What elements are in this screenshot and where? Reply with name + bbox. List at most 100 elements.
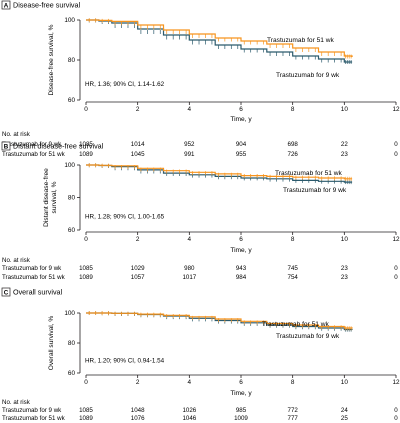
y-axis-label: survival, % — [51, 181, 58, 213]
x-axis-label: Time, y — [230, 390, 252, 397]
risk-row-label: Trastuzumab for 9 wk — [2, 141, 62, 148]
risk-value: 24 — [341, 407, 348, 414]
risk-value: 23 — [341, 151, 348, 158]
x-tick-label: 2 — [136, 106, 140, 113]
y-axis-label-group: Overall survival, % — [48, 316, 55, 371]
censor-marks-51wk — [88, 311, 352, 331]
risk-value: 754 — [288, 274, 299, 281]
y-tick-label: 100 — [64, 17, 75, 24]
risk-value: 1029 — [131, 265, 145, 272]
risk-value: 984 — [236, 274, 247, 281]
series-line-51wk — [86, 312, 353, 329]
risk-value: 772 — [288, 407, 299, 414]
censor-marks-51wk — [88, 163, 352, 181]
panel-letter: B — [4, 143, 9, 150]
risk-value: 1026 — [182, 407, 196, 414]
risk-value: 25 — [341, 415, 348, 422]
x-tick-label: 6 — [239, 236, 243, 243]
panel-title: Disease-free survival — [13, 1, 81, 10]
risk-value: 1089 — [79, 274, 93, 281]
series-label-9wk: Trastuzumab for 9 wk — [283, 187, 347, 194]
x-tick-label: 12 — [392, 106, 400, 113]
risk-value: 1017 — [182, 274, 196, 281]
x-tick-label: 10 — [341, 379, 349, 386]
x-tick-label: 10 — [341, 106, 349, 113]
series-label-51wk: Trastuzumab for 51 wk — [275, 170, 343, 177]
risk-value: 1089 — [79, 151, 93, 158]
y-tick-label: 100 — [64, 162, 75, 169]
series-label-9wk: Trastuzumab for 9 wk — [276, 333, 340, 340]
risk-value: 1048 — [131, 407, 145, 414]
risk-value: 0 — [394, 415, 398, 422]
series-line-51wk — [86, 164, 353, 180]
risk-value: 904 — [236, 141, 247, 148]
panel-letter-box — [1, 141, 11, 151]
y-tick-label: 60 — [68, 97, 76, 104]
x-tick-label: 8 — [291, 106, 295, 113]
series-label-51wk: Trastuzumab for 51 wk — [262, 321, 330, 328]
panel-title: Distant disease-free survival — [13, 142, 104, 151]
y-axis-label-group: Distant disease-free survival, % — [43, 168, 58, 227]
risk-value: 955 — [236, 151, 247, 158]
y-tick-label: 80 — [68, 195, 76, 202]
y-tick-label: 60 — [68, 370, 76, 377]
risk-value: 952 — [184, 141, 195, 148]
risk-value: 0 — [394, 141, 398, 148]
risk-value: 0 — [394, 407, 398, 414]
risk-row-label: Trastuzumab for 51 wk — [2, 151, 66, 158]
panel-b: B Distant disease-free survival6080100Dis… — [1, 141, 400, 281]
y-tick-label: 80 — [68, 340, 76, 347]
x-tick-label: 12 — [392, 379, 400, 386]
risk-value: 777 — [288, 415, 299, 422]
y-tick-label: 100 — [64, 310, 75, 317]
risk-value: 745 — [288, 265, 299, 272]
risk-value: 23 — [341, 274, 348, 281]
panel-letter-box — [1, 0, 11, 10]
risk-value: 1076 — [131, 415, 145, 422]
x-tick-label: 8 — [291, 236, 295, 243]
risk-value: 943 — [236, 265, 247, 272]
y-tick-label: 80 — [68, 57, 76, 64]
y-axis-label-group: Disease-free survival, % — [48, 24, 55, 95]
risk-value: 991 — [184, 151, 195, 158]
x-tick-label: 2 — [136, 379, 140, 386]
hazard-ratio-annotation: HR, 1.36; 90% CI, 1.14-1.62 — [85, 81, 165, 88]
series-line-9wk — [86, 164, 353, 183]
series-label-51wk: Trastuzumab for 51 wk — [267, 37, 335, 44]
risk-value: 726 — [288, 151, 299, 158]
x-tick-label: 0 — [84, 106, 88, 113]
x-tick-label: 10 — [341, 236, 349, 243]
risk-value: 1046 — [182, 415, 196, 422]
risk-row-label: Trastuzumab for 9 wk — [2, 265, 62, 272]
risk-value: 22 — [341, 141, 348, 148]
x-tick-label: 4 — [188, 106, 192, 113]
x-tick-label: 12 — [392, 236, 400, 243]
censor-marks-9wk — [88, 18, 352, 64]
hazard-ratio-annotation: HR, 1.20; 90% CI, 0.94-1.54 — [85, 358, 165, 365]
hazard-ratio-annotation: HR, 1.28; 90% CI, 1.00-1.65 — [85, 214, 165, 221]
series-label-9wk: Trastuzumab for 9 wk — [276, 72, 340, 79]
risk-value: 1085 — [79, 141, 93, 148]
y-axis-label: Overall survival, % — [48, 316, 55, 371]
y-axis-label: Disease-free survival, % — [48, 24, 55, 95]
risk-value: 23 — [341, 265, 348, 272]
risk-table-header: No. at risk — [2, 399, 31, 406]
risk-value: 698 — [288, 141, 299, 148]
risk-value: 1009 — [234, 415, 248, 422]
risk-table-header: No. at risk — [2, 131, 31, 138]
x-tick-label: 4 — [188, 236, 192, 243]
series-line-9wk — [86, 19, 353, 63]
x-tick-label: 6 — [239, 106, 243, 113]
y-axis-label: Distant disease-free — [43, 168, 50, 227]
risk-table-header: No. at risk — [2, 257, 31, 264]
y-tick-label: 60 — [68, 227, 76, 234]
risk-value: 980 — [184, 265, 195, 272]
risk-value: 0 — [394, 151, 398, 158]
risk-value: 1085 — [79, 407, 93, 414]
x-tick-label: 6 — [239, 379, 243, 386]
risk-value: 1057 — [131, 274, 145, 281]
panel-letter: C — [4, 289, 9, 296]
x-axis-label: Time, y — [230, 116, 252, 123]
